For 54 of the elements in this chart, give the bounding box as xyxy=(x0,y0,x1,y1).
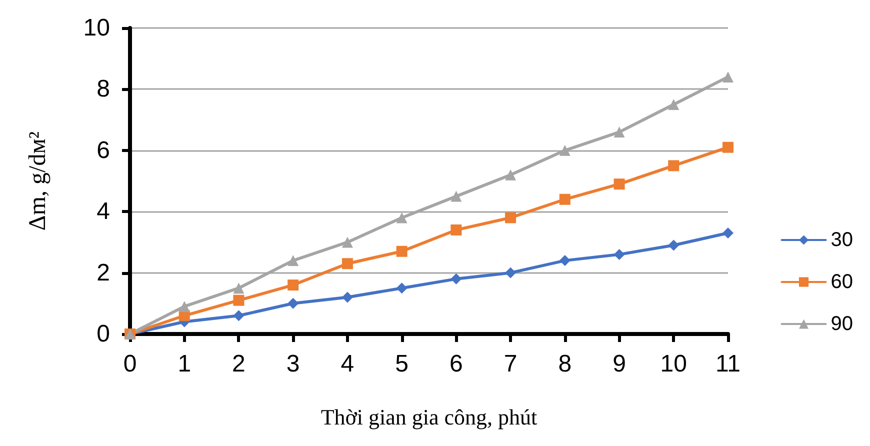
point xyxy=(559,144,570,156)
y-tick-label: 6 xyxy=(96,136,110,164)
point xyxy=(342,292,353,303)
point xyxy=(559,255,570,266)
point xyxy=(288,255,299,266)
point xyxy=(505,212,516,224)
point xyxy=(450,273,462,284)
point xyxy=(668,99,680,110)
x-tick-label: 0 xyxy=(123,350,137,378)
y-tick-label: 10 xyxy=(83,14,110,42)
point xyxy=(233,294,244,306)
point xyxy=(559,194,570,205)
point xyxy=(342,236,353,248)
x-tick-label: 4 xyxy=(340,350,354,378)
point xyxy=(722,71,734,82)
point xyxy=(396,246,408,257)
point xyxy=(614,248,625,260)
x-tick-label: 6 xyxy=(450,350,463,378)
point xyxy=(288,298,299,309)
x-tick-label: 5 xyxy=(395,350,408,378)
x-axis-title: Thời gian gia công, phút xyxy=(320,404,538,430)
point xyxy=(668,160,680,172)
y-axis-title: Δm, g/dм² xyxy=(25,131,51,231)
point xyxy=(396,282,408,294)
legend-label: 30 xyxy=(830,229,854,251)
y-tick-label: 4 xyxy=(96,198,110,226)
point xyxy=(722,142,734,153)
x-tick-label: 11 xyxy=(716,350,740,378)
point xyxy=(288,280,299,291)
x-tick-label: 3 xyxy=(286,350,300,378)
point xyxy=(233,282,244,294)
point xyxy=(722,228,734,239)
x-tick-label: 8 xyxy=(558,350,572,378)
x-tick-label: 7 xyxy=(504,350,518,378)
point xyxy=(450,190,462,202)
x-tick-label: 2 xyxy=(232,350,246,378)
point xyxy=(614,126,625,138)
point xyxy=(614,178,625,190)
x-tick-label: 10 xyxy=(660,350,687,378)
y-tick-label: 2 xyxy=(96,259,110,286)
legend-label: 60 xyxy=(830,271,854,293)
point xyxy=(396,212,408,224)
point xyxy=(233,310,244,322)
y-tick-label: 0 xyxy=(96,320,110,348)
point xyxy=(505,169,516,180)
point xyxy=(450,224,462,236)
x-tick-label: 1 xyxy=(178,350,192,378)
point xyxy=(505,267,516,278)
x-tick-label: 9 xyxy=(612,350,626,378)
point xyxy=(668,240,680,251)
point xyxy=(342,258,353,270)
legend-label: 90 xyxy=(830,313,854,335)
point xyxy=(178,300,190,312)
y-tick-label: 8 xyxy=(96,76,110,103)
